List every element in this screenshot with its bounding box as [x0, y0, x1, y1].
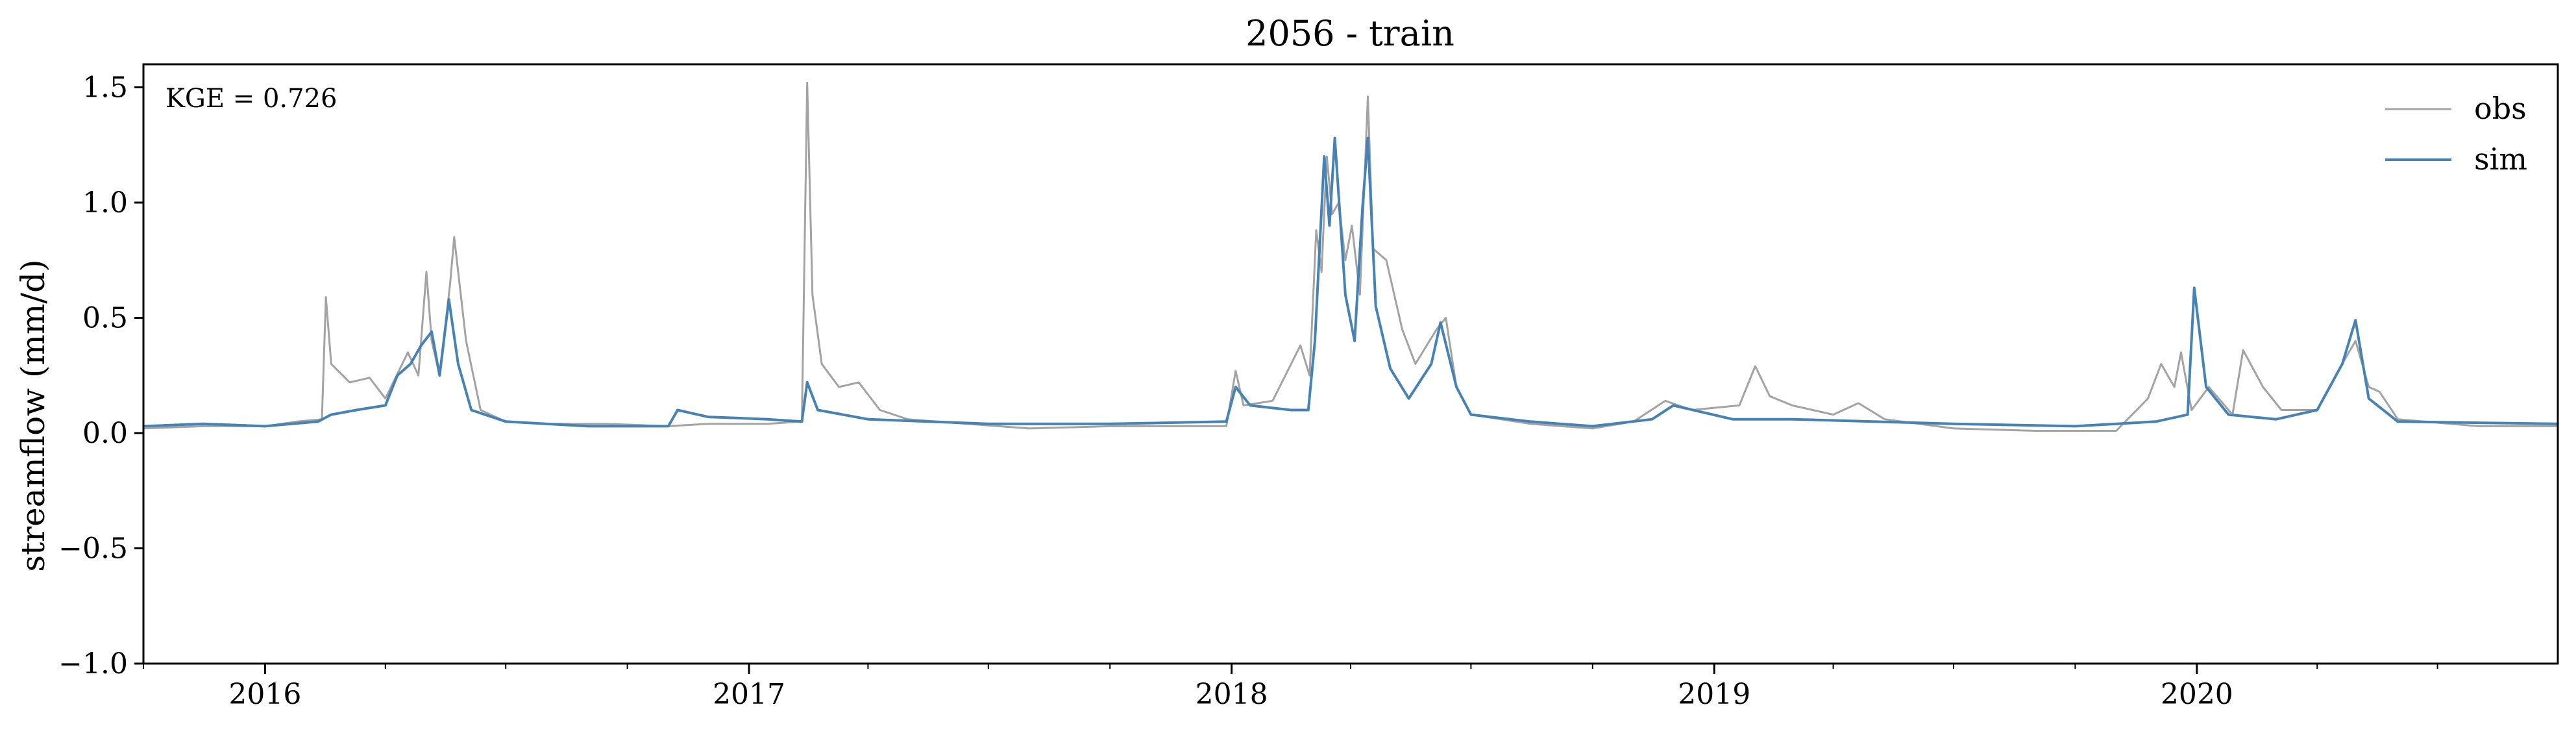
x-axis-ticks: 2016 2017 2018 2019 2020: [143, 664, 2438, 711]
chart-title: 2056 - train: [1245, 13, 1454, 54]
x-tick-label: 2017: [713, 678, 785, 711]
y-tick-label: 0.5: [82, 302, 128, 335]
series-line-sim: [143, 136, 2558, 428]
y-tick-label: 1.5: [82, 71, 128, 105]
y-axis-ticks: −1.0 −0.5 0.0 0.5 1.0 1.5: [58, 71, 143, 680]
y-tick-label: −0.5: [58, 532, 128, 566]
series-layer: [143, 81, 2558, 432]
x-tick-label: 2020: [2161, 678, 2233, 711]
y-tick-label: 0.0: [82, 417, 128, 450]
kge-annotation: KGE = 0.726: [166, 84, 337, 114]
x-tick-label: 2018: [1196, 678, 1268, 711]
legend-label-sim: sim: [2474, 142, 2527, 177]
plot-frame: [142, 63, 2559, 665]
y-axis-label: streamflow (mm/d): [14, 259, 52, 571]
y-tick-label: 1.0: [82, 186, 128, 219]
y-tick-label: −1.0: [58, 647, 128, 680]
x-tick-label: 2019: [1678, 678, 1750, 711]
legend-label-obs: obs: [2474, 91, 2527, 126]
series-line-obs: [143, 81, 2558, 432]
x-tick-label: 2016: [228, 678, 301, 711]
legend: obs sim: [2385, 91, 2527, 177]
